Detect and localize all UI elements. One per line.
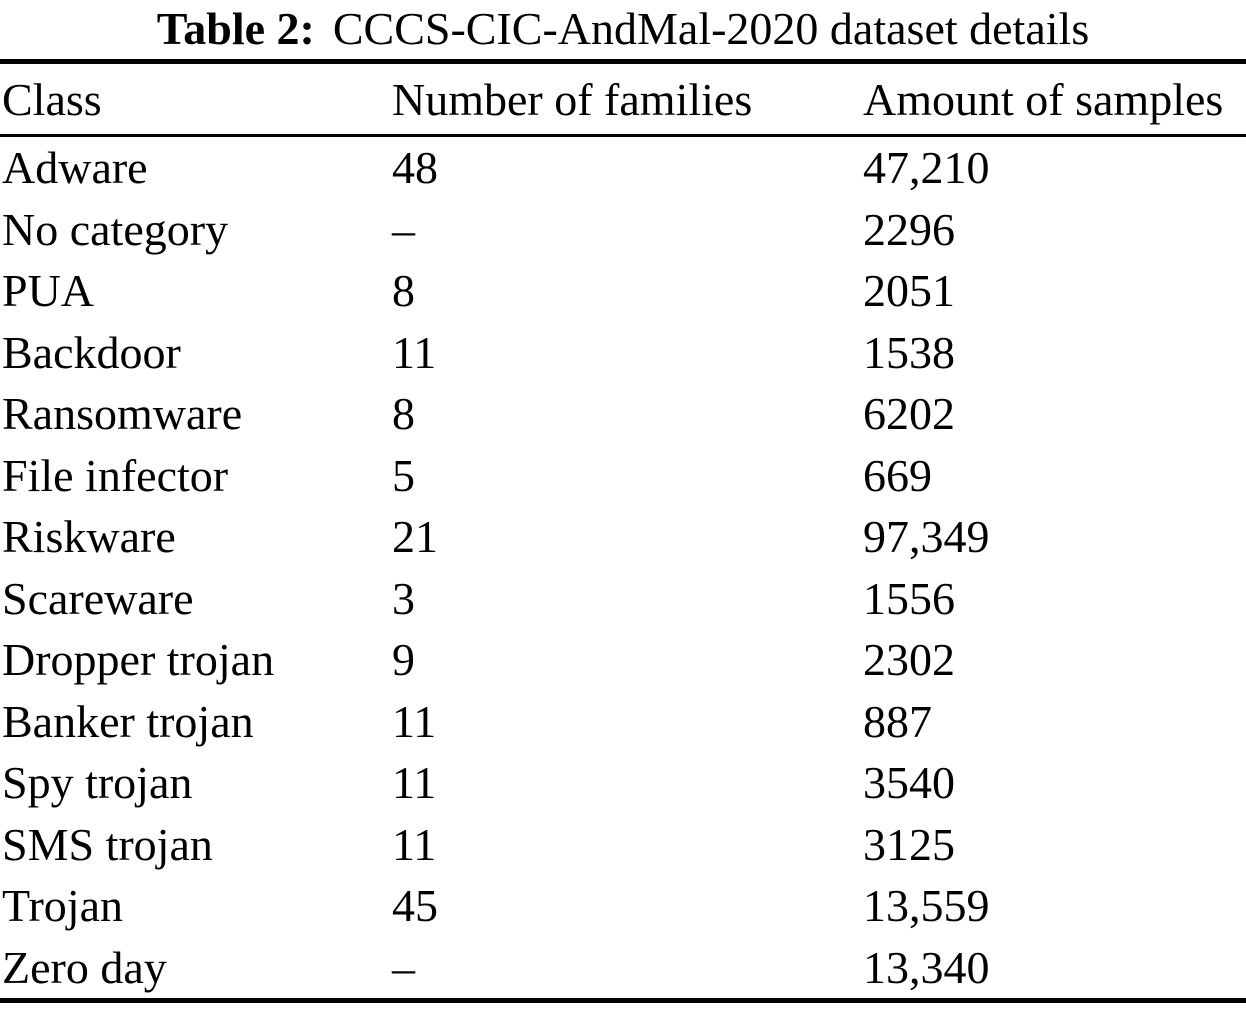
cell-samples: 13,559 — [863, 880, 990, 932]
table-row: Riskware 21 97,349 — [0, 506, 1246, 568]
cell-families: 11 — [392, 757, 437, 809]
table-header-row: Class Number of families Amount of sampl… — [0, 61, 1246, 137]
cell-class: SMS trojan — [2, 818, 213, 870]
table-header: Class Number of families Amount of sampl… — [0, 61, 1246, 137]
cell-families: – — [392, 203, 415, 255]
cell-class: Backdoor — [2, 326, 181, 378]
table-row: Dropper trojan 9 2302 — [0, 629, 1246, 691]
table-row: SMS trojan 11 3125 — [0, 814, 1246, 876]
table-row: File infector 5 669 — [0, 445, 1246, 507]
cell-families: 11 — [392, 818, 437, 870]
cell-class: Trojan — [2, 880, 123, 932]
table-row: Backdoor 11 1538 — [0, 322, 1246, 384]
cell-families: 11 — [392, 326, 437, 378]
table-row: No category – 2296 — [0, 199, 1246, 261]
cell-samples: 47,210 — [863, 142, 990, 194]
cell-class: Ransomware — [2, 388, 243, 440]
column-header-samples: Amount of samples — [861, 61, 1246, 137]
cell-class: Adware — [2, 142, 148, 194]
cell-families: 45 — [392, 880, 438, 932]
cell-samples: 13,340 — [863, 941, 990, 993]
cell-class: Spy trojan — [2, 757, 193, 809]
table-row: Zero day – 13,340 — [0, 937, 1246, 1001]
table-caption: Table 2: CCCS-CIC-AndMal-2020 dataset det… — [0, 2, 1246, 56]
table-row: Ransomware 8 6202 — [0, 383, 1246, 445]
cell-samples: 2302 — [863, 634, 955, 686]
cell-samples: 1538 — [863, 326, 955, 378]
cell-families: 11 — [392, 695, 437, 747]
table-row: Spy trojan 11 3540 — [0, 752, 1246, 814]
cell-class: Scareware — [2, 572, 194, 624]
cell-families: – — [392, 941, 415, 993]
cell-class: Zero day — [2, 941, 167, 993]
table-caption-label: Table 2: — [156, 3, 315, 54]
table-row: Scareware 3 1556 — [0, 568, 1246, 630]
cell-class: No category — [2, 203, 229, 255]
cell-samples: 3125 — [863, 818, 955, 870]
cell-samples: 887 — [863, 695, 932, 747]
table-row: Trojan 45 13,559 — [0, 875, 1246, 937]
cell-class: Dropper trojan — [2, 634, 275, 686]
cell-class: Riskware — [2, 511, 176, 563]
cell-samples: 97,349 — [863, 511, 990, 563]
table-row: Banker trojan 11 887 — [0, 691, 1246, 753]
cell-class: PUA — [2, 265, 95, 317]
cell-families: 8 — [392, 388, 415, 440]
cell-families: 21 — [392, 511, 438, 563]
table-body: Adware 48 47,210 No category – 2296 PUA … — [0, 136, 1246, 1001]
cell-samples: 669 — [863, 449, 932, 501]
cell-samples: 2051 — [863, 265, 955, 317]
cell-samples: 2296 — [863, 203, 955, 255]
dataset-table: Class Number of families Amount of sampl… — [0, 59, 1246, 1003]
column-header-families: Number of families — [390, 61, 861, 137]
cell-families: 3 — [392, 572, 415, 624]
cell-families: 8 — [392, 265, 415, 317]
cell-families: 48 — [392, 142, 438, 194]
table-row: PUA 8 2051 — [0, 260, 1246, 322]
cell-families: 5 — [392, 449, 415, 501]
cell-samples: 1556 — [863, 572, 955, 624]
cell-families: 9 — [392, 634, 415, 686]
cell-class: Banker trojan — [2, 695, 254, 747]
table-caption-text: CCCS-CIC-AndMal-2020 dataset details — [332, 3, 1090, 54]
column-header-class: Class — [0, 61, 390, 137]
cell-class: File infector — [2, 449, 229, 501]
cell-samples: 6202 — [863, 388, 955, 440]
table-row: Adware 48 47,210 — [0, 136, 1246, 199]
cell-samples: 3540 — [863, 757, 955, 809]
